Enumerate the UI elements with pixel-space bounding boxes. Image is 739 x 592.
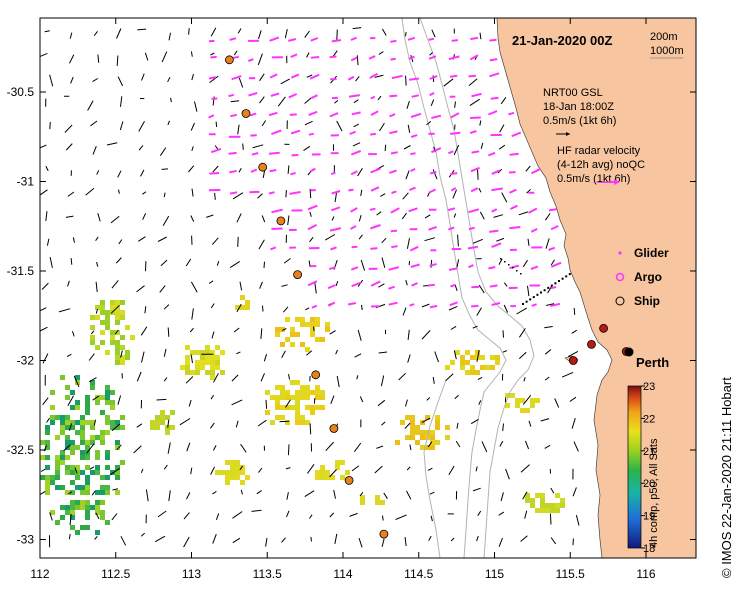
y-axis: -30.5 -31 -31.5 -32 -32.5 -33 bbox=[7, 85, 696, 547]
isobath-outer bbox=[423, 379, 447, 558]
argo-float bbox=[329, 424, 339, 433]
ship-marker bbox=[568, 356, 578, 365]
argo-float bbox=[293, 270, 303, 280]
argo-floats bbox=[224, 55, 389, 539]
argo-float bbox=[311, 370, 321, 380]
x-tick-label: 112.5 bbox=[101, 567, 130, 581]
ship-positions bbox=[568, 323, 631, 365]
radar-legend-2: (4-12h avg) noQC bbox=[557, 159, 645, 171]
plot-frame bbox=[39, 17, 697, 559]
x-tick-label: 116 bbox=[636, 567, 655, 581]
colorbar-label: 4h comp, p50, All Sats bbox=[648, 438, 660, 548]
argo-float bbox=[224, 55, 234, 65]
colorbar-tick-label: 19 bbox=[643, 511, 655, 523]
ship-marker bbox=[599, 323, 608, 333]
radar-legend-1: HF radar velocity bbox=[557, 145, 641, 157]
y-tick-label: -32.5 bbox=[7, 443, 35, 457]
land-mass bbox=[496, 18, 696, 558]
x-tick-label: 114 bbox=[333, 567, 352, 581]
x-axis: 112 112.5 113 113.5 114 114.5 115 115.5 116 bbox=[30, 18, 656, 581]
perth-marker bbox=[624, 347, 634, 357]
colorbar-tick-label: 22 bbox=[643, 413, 655, 425]
model-legend-3: 0.5m/s (1kt 6h) bbox=[543, 115, 616, 127]
colorbar-tick-label: 23 bbox=[643, 381, 655, 393]
map-title: 21-Jan-2020 00Z bbox=[512, 33, 613, 48]
model-legend-1: NRT00 GSL bbox=[543, 87, 603, 99]
ship-legend-symbol bbox=[615, 296, 625, 306]
x-tick-label: 114.5 bbox=[404, 567, 433, 581]
argo-float bbox=[276, 216, 286, 226]
colorbar-ticks: 23 22 21 20 19 18 bbox=[641, 381, 655, 555]
argo-float bbox=[379, 529, 389, 539]
ship-marker bbox=[587, 339, 596, 349]
colorbar-tick-label: 18 bbox=[643, 543, 655, 555]
radar-legend-3: 0.5m/s (1kt 6h) bbox=[557, 173, 630, 185]
argo-float bbox=[241, 109, 251, 118]
ship-legend-label: Ship bbox=[634, 294, 660, 308]
credit-text: © IMOS 22-Jan-2020 21:11 Hobart bbox=[719, 377, 734, 578]
x-tick-label: 113.5 bbox=[253, 567, 282, 581]
x-tick-label: 112 bbox=[30, 567, 49, 581]
isobath-200m bbox=[401, 18, 507, 558]
sst-patches bbox=[40, 295, 565, 535]
x-tick-label: 115 bbox=[485, 567, 504, 581]
radar-velocity-arrows bbox=[208, 36, 562, 309]
argo-legend-label: Argo bbox=[634, 270, 662, 284]
city-label: Perth bbox=[636, 355, 669, 370]
y-tick-label: -33 bbox=[17, 533, 35, 547]
isobath-1000m bbox=[419, 18, 535, 558]
argo-float bbox=[258, 162, 268, 172]
glider-legend-label: Glider bbox=[634, 246, 669, 260]
colorbar-tick-label: 21 bbox=[643, 446, 655, 458]
isobath-legend-1000: 1000m bbox=[650, 45, 684, 57]
model-legend-2: 18-Jan 18:00Z bbox=[543, 101, 614, 113]
glider-track bbox=[500, 258, 571, 305]
x-tick-label: 113 bbox=[182, 567, 201, 581]
y-tick-label: -31.5 bbox=[7, 264, 35, 278]
y-tick-label: -31 bbox=[17, 175, 35, 189]
colorbar bbox=[627, 385, 642, 549]
radar-legend-arrow bbox=[590, 179, 620, 185]
colorbar-tick-label: 20 bbox=[643, 478, 655, 490]
isobath-legend-200: 200m bbox=[650, 31, 678, 43]
y-tick-label: -32 bbox=[17, 354, 35, 368]
glider-legend-symbol bbox=[618, 251, 622, 255]
x-tick-label: 115.5 bbox=[556, 567, 585, 581]
argo-float bbox=[344, 475, 354, 485]
argo-legend-symbol bbox=[615, 272, 625, 282]
model-legend-arrow bbox=[556, 132, 570, 136]
y-tick-label: -30.5 bbox=[7, 85, 35, 99]
